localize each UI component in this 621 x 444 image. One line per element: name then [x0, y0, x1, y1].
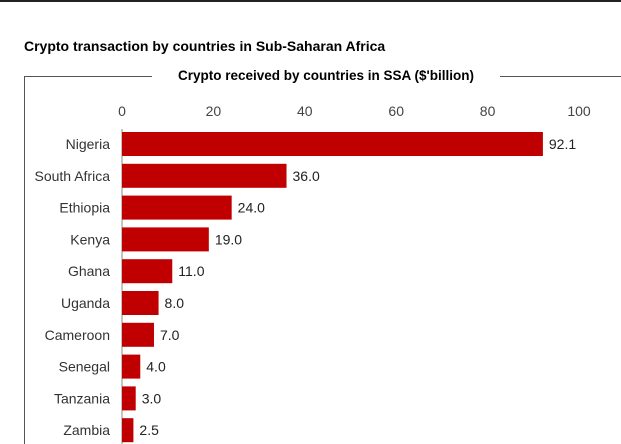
- value-label: 3.0: [142, 390, 162, 406]
- category-label: Tanzania: [54, 390, 110, 406]
- category-label: Uganda: [61, 295, 110, 311]
- value-label: 24.0: [238, 200, 265, 216]
- bar: [122, 354, 141, 379]
- value-label: 19.0: [215, 231, 242, 247]
- value-label: 8.0: [165, 295, 185, 311]
- bar: [122, 195, 232, 220]
- category-label: Ethiopia: [59, 200, 110, 216]
- chart-frame-left: [24, 76, 25, 444]
- top-rule: [0, 0, 621, 2]
- bar: [122, 386, 136, 411]
- value-label: 4.0: [146, 359, 166, 375]
- category-label: Nigeria: [66, 136, 111, 152]
- x-tick-label: 80: [480, 103, 496, 119]
- category-label: Kenya: [70, 231, 110, 247]
- bar: [122, 132, 543, 156]
- value-label: 11.0: [178, 263, 204, 279]
- bar: [122, 291, 159, 315]
- x-tick-label: 60: [388, 103, 404, 119]
- bar: [122, 163, 287, 188]
- value-label: 7.0: [160, 327, 180, 343]
- value-label: 36.0: [293, 168, 320, 184]
- bars: [122, 132, 543, 443]
- value-label: 92.1: [549, 136, 576, 152]
- category-label: Ghana: [68, 263, 110, 279]
- category-label: South Africa: [35, 168, 111, 184]
- category-label: Cameroon: [45, 327, 110, 343]
- value-labels: 92.1 36.0 24.0 19.0 11.0 8.0 7.0 4.0 3.0 2.5: [139, 136, 576, 438]
- x-axis-ticks: 0 20 40 60 80 100: [118, 103, 591, 119]
- bar: [122, 227, 209, 252]
- x-tick-label: 0: [118, 103, 126, 119]
- category-label: Zambia: [63, 422, 110, 438]
- x-tick-label: 100: [567, 103, 591, 119]
- chart-frame-top-left: [24, 76, 152, 77]
- chart-frame-top-right: [500, 76, 621, 77]
- bar: [122, 322, 154, 347]
- value-label: 2.5: [139, 422, 159, 438]
- figure-title: Crypto transaction by countries in Sub-S…: [24, 38, 386, 54]
- bar: [122, 259, 173, 284]
- chart-title: Crypto received by countries in SSA ($'b…: [152, 68, 500, 83]
- x-tick-label: 20: [206, 103, 222, 119]
- category-labels: Nigeria South Africa Ethiopia Kenya Ghana Uga…: [35, 136, 111, 438]
- bar: [122, 418, 134, 443]
- x-tick-label: 40: [297, 103, 313, 119]
- category-label: Senegal: [59, 359, 110, 375]
